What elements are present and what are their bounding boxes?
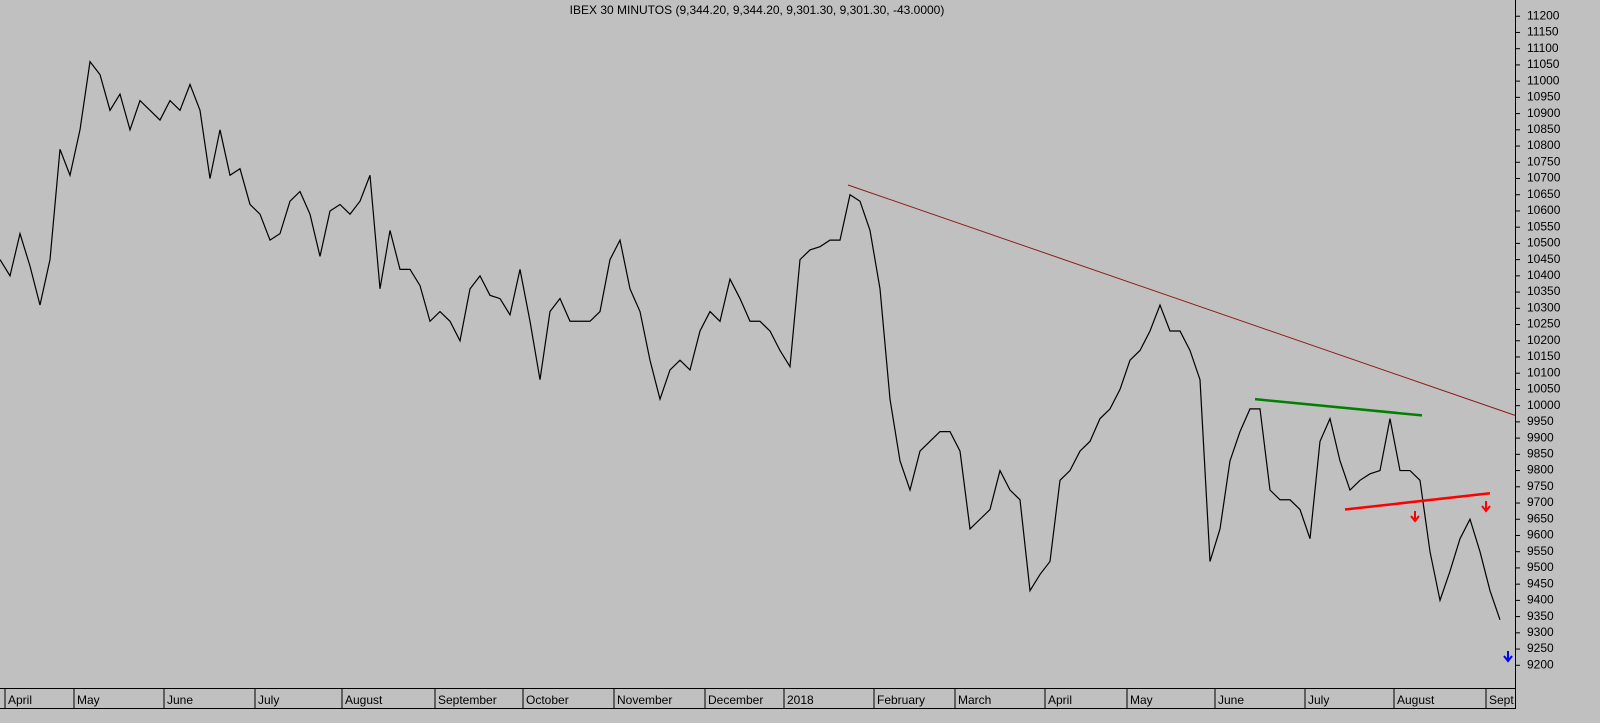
y-tick-label: 10100 (1527, 365, 1561, 379)
x-tick-label: November (617, 693, 672, 707)
x-tick-label: July (258, 693, 279, 707)
y-tick-label: 9550 (1527, 544, 1554, 558)
x-tick-label: April (1048, 693, 1072, 707)
x-tick-label: August (345, 693, 383, 707)
y-tick-label: 9750 (1527, 479, 1554, 493)
x-tick-label: March (958, 693, 991, 707)
y-tick-label: 9850 (1527, 447, 1554, 461)
x-tick-label: July (1308, 693, 1329, 707)
red-arrow (1481, 501, 1491, 513)
trend-line (847, 184, 1516, 416)
y-tick-label: 10800 (1527, 138, 1561, 152)
x-tick-label: February (877, 693, 925, 707)
red-arrow (1410, 511, 1420, 523)
chart-title: IBEX 30 MINUTOS (9,344.20, 9,344.20, 9,3… (570, 3, 945, 17)
y-tick-label: 10400 (1527, 268, 1561, 282)
price-line (0, 60, 1501, 621)
y-tick-label: 9600 (1527, 528, 1554, 542)
y-tick-label: 9400 (1527, 593, 1554, 607)
y-tick-label: 9800 (1527, 463, 1554, 477)
y-tick-label: 10650 (1527, 187, 1561, 201)
y-tick-label: 9900 (1527, 430, 1554, 444)
y-tick-label: 10750 (1527, 154, 1561, 168)
signal-arrows (1410, 501, 1513, 663)
x-tick-label: December (708, 693, 763, 707)
y-tick-label: 9700 (1527, 495, 1554, 509)
blue-arrow (1503, 651, 1513, 663)
y-tick-label: 10000 (1527, 398, 1561, 412)
y-tick-label: 11200 (1527, 8, 1560, 22)
x-tick-label: Sept (1489, 693, 1514, 707)
y-tick-label: 10850 (1527, 122, 1561, 136)
y-tick-label: 9200 (1527, 657, 1554, 671)
trend-line (1254, 397, 1423, 417)
y-tick-label: 10900 (1527, 106, 1561, 120)
y-tick-label: 10700 (1527, 171, 1561, 185)
y-tick-label: 11100 (1527, 41, 1559, 55)
y-tick-label: 10500 (1527, 236, 1561, 250)
x-tick-label: April (8, 693, 32, 707)
x-tick-label: May (1130, 693, 1153, 707)
x-tick-label: August (1397, 693, 1435, 707)
y-tick-label: 10300 (1527, 300, 1561, 314)
y-tick-label: 10250 (1527, 317, 1561, 331)
y-tick-label: 9500 (1527, 560, 1554, 574)
y-tick-label: 10050 (1527, 382, 1561, 396)
y-tick-label: 10450 (1527, 252, 1561, 266)
y-tick-label: 9450 (1527, 576, 1554, 590)
y-tick-label: 11150 (1527, 25, 1559, 39)
y-tick-label: 10350 (1527, 284, 1561, 298)
y-tick-label: 9350 (1527, 609, 1554, 623)
y-tick-label: 9650 (1527, 511, 1554, 525)
x-tick-label: 2018 (787, 693, 814, 707)
y-tick-label: 11050 (1527, 57, 1560, 71)
y-tick-label: 11000 (1527, 73, 1560, 87)
y-tick-label: 9300 (1527, 625, 1554, 639)
y-tick-label: 10150 (1527, 349, 1561, 363)
y-tick-label: 9250 (1527, 641, 1554, 655)
trend-line (1344, 492, 1491, 511)
x-tick-label: May (77, 693, 100, 707)
x-tick-label: June (1218, 693, 1244, 707)
x-tick-label: June (167, 693, 193, 707)
y-tick-label: 10950 (1527, 90, 1561, 104)
x-tick-label: October (526, 693, 569, 707)
y-tick-label: 10550 (1527, 219, 1561, 233)
x-tick-label: September (438, 693, 497, 707)
y-tick-label: 10200 (1527, 333, 1561, 347)
y-tick-label: 9950 (1527, 414, 1554, 428)
y-tick-label: 10600 (1527, 203, 1561, 217)
